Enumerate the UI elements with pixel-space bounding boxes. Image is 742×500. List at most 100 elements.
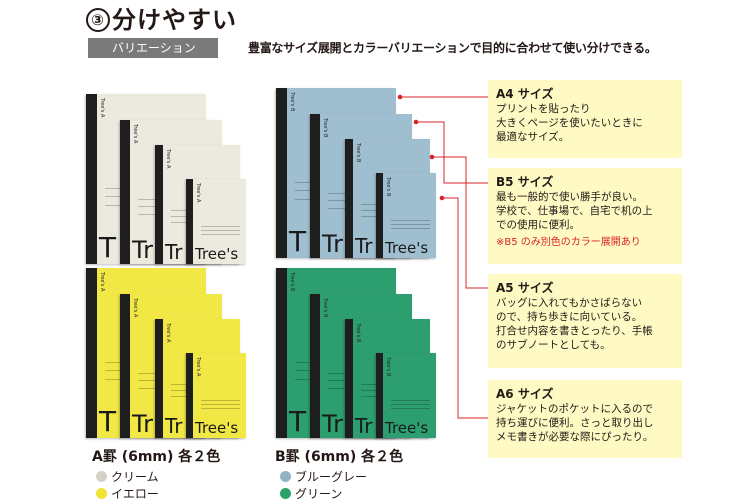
- notebook-spine-label: Tree's A: [99, 272, 105, 292]
- notebook-spine-label: Tree's A: [99, 98, 105, 118]
- notebook-spine: [345, 319, 353, 438]
- notebook-cover-line: [201, 234, 240, 235]
- notebook-spine: [186, 353, 193, 438]
- caption-a-rule: A罫 (6mm) 各２色: [92, 449, 221, 465]
- size-desc-line: バッグに入れてもかさばらない: [496, 297, 643, 309]
- notebook-cover-line: [201, 404, 240, 405]
- caption-b-rule: B罫 (6mm) 各２色: [275, 449, 404, 465]
- notebook-spine-label: Tree's B: [322, 118, 328, 138]
- notebook-cover-line: [391, 228, 430, 229]
- notebook-cover-logo: Tree's: [385, 419, 429, 437]
- notebook-cover-logo: Tr: [322, 230, 343, 258]
- size-desc-line: 最も一般的で使い勝手が良い。: [496, 191, 643, 203]
- notebook-cover-line: [391, 400, 430, 401]
- legend-yellow-label: イエロー: [111, 487, 159, 500]
- notebook-bluegray-b-a6: Tree's B Tree's: [376, 173, 436, 258]
- notebook-spine-label: Tree's B: [322, 298, 328, 318]
- notebook-cover-line: [201, 230, 240, 231]
- notebook-spine: [86, 268, 97, 438]
- size-desc-line: メモ書きが必要な際にぴったり。: [496, 431, 654, 443]
- size-name: A5 サイズ: [496, 281, 554, 295]
- leader-b5: [416, 121, 488, 184]
- section-title-text: 分けやすい: [112, 6, 237, 34]
- notebook-spine: [120, 120, 130, 264]
- size-name: B5 サイズ: [496, 175, 554, 189]
- legend-bluegray: ブルーグレー: [280, 468, 367, 485]
- size-name: A4 サイズ: [496, 87, 554, 101]
- notebook-cover-logo: T: [99, 405, 117, 438]
- size-name: A6 サイズ: [496, 387, 554, 401]
- notebook-cover-line: [201, 226, 240, 227]
- legend-bluegray-label: ブルーグレー: [295, 470, 368, 484]
- leader-a5-dot: [429, 154, 435, 160]
- size-box-a4: A4 サイズ プリントを貼ったり 大きくページを使いたいときに 最適なサイズ。: [488, 80, 682, 158]
- size-desc-line: 大きくページを使いたいときに: [496, 117, 643, 129]
- notebook-cover-line: [391, 224, 430, 225]
- notebook-cover-logo: Tr: [132, 410, 153, 438]
- leader-a6-dot: [439, 195, 445, 201]
- yellow-swatch: [96, 488, 107, 499]
- notebook-spine-label: Tree's A: [132, 298, 138, 318]
- notebook-cover: [376, 173, 436, 258]
- notebook-spine-label: Tree's B: [385, 357, 391, 377]
- notebook-spine: [186, 179, 193, 264]
- bluegray-swatch: [280, 471, 291, 482]
- leader-a4-dot: [397, 94, 403, 100]
- notebook-spine: [120, 294, 130, 438]
- size-box-b5: B5 サイズ 最も一般的で使い勝手が良い。 学校で、仕事場で、自宅で机の上 での…: [488, 168, 682, 264]
- notebook-cover-logo: Tree's: [195, 245, 239, 263]
- size-desc-line: 打合せ内容を書きとったり、手帳: [496, 325, 653, 337]
- notebook-spine: [310, 114, 320, 258]
- notebook-cover-logo: Tr: [165, 414, 183, 438]
- legend-cream: クリーム: [96, 468, 159, 485]
- size-desc-line: 学校で、仕事場で、自宅で机の上: [496, 205, 653, 217]
- notebook-spine-label: Tree's B: [355, 143, 361, 163]
- section-number: ③: [86, 8, 110, 32]
- leader-a6: [442, 197, 488, 419]
- notebook-spine-label: Tree's B: [385, 177, 391, 197]
- notebook-cover-logo: Tr: [355, 234, 373, 258]
- legend-yellow: イエロー: [96, 485, 159, 500]
- cream-swatch: [96, 471, 107, 482]
- notebook-cover: [186, 353, 246, 438]
- notebook-cover-logo: T: [289, 225, 307, 258]
- notebook-cover-line: [201, 408, 240, 409]
- notebook-cover-logo: Tr: [132, 236, 153, 264]
- size-desc-line: 最適なサイズ。: [496, 131, 570, 143]
- notebook-spine-label: Tree's A: [195, 357, 201, 377]
- notebook-spine-label: Tree's A: [132, 124, 138, 144]
- leader-b5-dot: [413, 119, 419, 125]
- notebook-green-b-a6: Tree's B Tree's: [376, 353, 436, 438]
- notebook-cover-logo: Tr: [165, 240, 183, 264]
- size-box-a6: A6 サイズ ジャケットのポケットに入るので 持ち運びに便利。さっと取り出し メ…: [488, 380, 682, 458]
- notebook-cover-line: [391, 220, 430, 221]
- notebook-spine-label: Tree's A: [195, 183, 201, 203]
- size-box-a5: A5 サイズ バッグに入れてもかさばらない ので、持ち歩きに向いている。 打合せ…: [488, 274, 682, 368]
- notebook-spine: [155, 319, 163, 438]
- notebook-cover-line: [391, 408, 430, 409]
- notebook-cover-logo: Tree's: [385, 239, 429, 257]
- size-desc-line: のサブノートとしても。: [496, 339, 611, 351]
- notebook-cover-logo: Tr: [355, 414, 373, 438]
- notebook-cream-a-a6: Tree's A Tree's: [186, 179, 246, 264]
- notebook-spine-label: Tree's B: [289, 272, 295, 292]
- legend-green: グリーン: [280, 485, 342, 500]
- leader-a5: [432, 156, 488, 289]
- notebook-spine: [276, 268, 287, 438]
- notebook-cover-logo: Tr: [322, 410, 343, 438]
- notebook-spine-label: Tree's A: [165, 323, 171, 343]
- notebook-cover-logo: Tree's: [195, 419, 239, 437]
- size-desc-line: ので、持ち歩きに向いている。: [496, 311, 643, 323]
- size-note: ※B5 のみ別色のカラー展開あり: [496, 237, 641, 248]
- size-desc-line: での使用に便利。: [496, 219, 580, 231]
- notebook-spine-label: Tree's A: [165, 149, 171, 169]
- notebook-spine: [376, 353, 383, 438]
- notebook-cover: [376, 353, 436, 438]
- notebook-spine: [155, 145, 163, 264]
- notebook-cover-logo: T: [99, 231, 117, 264]
- lead-text: 豊富なサイズ展開とカラーバリエーションで目的に合わせて使い分けできる。: [248, 41, 657, 55]
- notebook-yellow-a-a6: Tree's A Tree's: [186, 353, 246, 438]
- section-title: ③ 分けやすい: [86, 0, 237, 35]
- variation-tag: バリエーション: [88, 38, 218, 58]
